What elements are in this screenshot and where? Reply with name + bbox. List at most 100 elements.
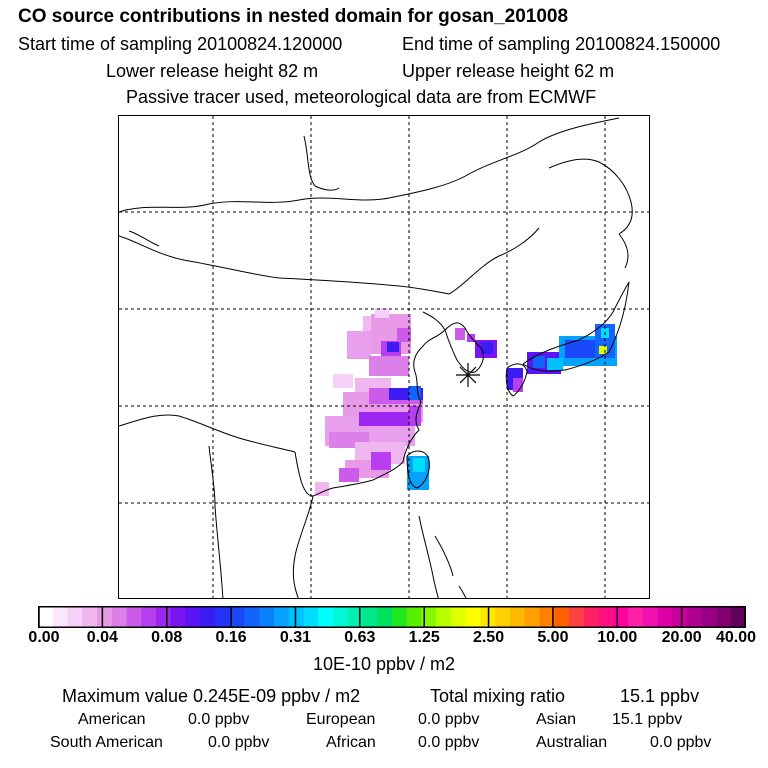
colorbar-segment: [701, 607, 717, 627]
colorbar-segment: [52, 607, 68, 627]
colorbar-segment: [687, 607, 703, 627]
colorbar-segment: [392, 607, 408, 627]
honshu-island: [522, 281, 630, 372]
manchuria-border: [448, 227, 540, 295]
region-name-european: European: [306, 711, 376, 728]
russia-border: [119, 117, 620, 213]
colorbar-segment: [716, 607, 732, 627]
colorbar-tick-label: 0.08: [151, 629, 183, 646]
heat-cell: [413, 458, 425, 472]
region-name-american: American: [78, 711, 146, 728]
heat-cell: [387, 342, 399, 352]
region-name-south-american: South American: [50, 734, 163, 751]
colorbar: [38, 606, 746, 628]
region-value-asian: 15.1 ppbv: [612, 711, 683, 728]
colorbar-segment: [657, 607, 673, 627]
heat-cell: [339, 468, 359, 482]
colorbar-segment: [97, 607, 113, 627]
baikal-lake: [303, 135, 340, 191]
colorbar-segment: [38, 607, 54, 627]
colorbar-segment: [436, 607, 452, 627]
plume-korea: [455, 328, 497, 358]
colorbar-segment: [465, 607, 481, 627]
colorbar-segment: [672, 607, 688, 627]
colorbar-segment: [67, 607, 83, 627]
colorbar-segment: [82, 607, 98, 627]
himalaya-border: [119, 414, 296, 453]
colorbar-segment: [628, 607, 644, 627]
colorbar-segment: [406, 607, 422, 627]
heat-cell: [347, 331, 371, 359]
colorbar-segment: [598, 607, 614, 627]
hokkaido-island: [618, 233, 629, 269]
colorbar-segment: [583, 607, 599, 627]
upper-release-height: Upper release height 62 m: [402, 61, 615, 81]
coastlines: [119, 117, 633, 598]
colorbar-tick-label: 20.00: [661, 629, 702, 646]
colorbar-segment: [288, 607, 304, 627]
heat-cell: [513, 378, 523, 392]
region-name-asian: Asian: [536, 711, 577, 728]
mongolia-border: [119, 235, 450, 295]
region-name-african: African: [326, 734, 376, 751]
colorbar-tick-label: 10.00: [597, 629, 638, 646]
colorbar-segment: [274, 607, 290, 627]
colorbar-segment: [141, 607, 157, 627]
heat-cell: [409, 386, 421, 400]
heat-cell: [547, 358, 563, 370]
colorbar-tick-labels: 0.00 0.04 0.08 0.16 0.31 0.63 1.25 2.50 5.00 10.0…: [0, 629, 768, 651]
colorbar-segment: [185, 607, 201, 627]
colorbar-segment: [642, 607, 658, 627]
colorbar-tick-label: 1.25: [408, 629, 440, 646]
colorbar-segment: [229, 607, 245, 627]
colorbar-segment: [554, 607, 570, 627]
map-svg: [119, 116, 649, 598]
colorbar-segment: [731, 607, 746, 627]
region-value-european: 0.0 ppbv: [418, 711, 480, 728]
colorbar-segment: [200, 607, 216, 627]
heat-cell: [375, 308, 389, 318]
heat-cell: [599, 346, 607, 354]
colorbar-segment: [495, 607, 511, 627]
colorbar-segment: [318, 607, 334, 627]
colorbar-segment: [510, 607, 526, 627]
heat-cell: [371, 452, 391, 470]
total-mixing-ratio-label: Total mixing ratio: [430, 686, 566, 706]
northwest-border: [128, 230, 160, 247]
plume-taiwan: [407, 456, 429, 490]
colorbar-segment: [126, 607, 142, 627]
colorbar-border: [38, 606, 746, 628]
colorbar-segment: [451, 607, 467, 627]
heat-cell: [409, 406, 421, 426]
region-value-australian: 0.0 ppbv: [650, 734, 712, 751]
myanmar-border: [208, 445, 224, 598]
sakhalin-island: [548, 158, 633, 235]
heat-cell: [359, 412, 409, 426]
philippines-south: [458, 585, 467, 598]
colorbar-segment: [539, 607, 555, 627]
china-coast: [312, 311, 446, 497]
heat-cell: [481, 342, 493, 354]
start-time-label: Start time of sampling 20100824.120000: [18, 34, 343, 54]
lower-release-height: Lower release height 82 m: [106, 61, 319, 81]
heat-cell: [369, 356, 409, 376]
colorbar-segment: [170, 607, 186, 627]
colorbar-tick-label: 0.16: [215, 629, 247, 646]
colorbar-segment: [524, 607, 540, 627]
total-mixing-ratio-value: 15.1 ppbv: [620, 686, 700, 706]
heat-cell: [467, 334, 475, 342]
colorbar-segment: [259, 607, 275, 627]
region-value-african: 0.0 ppbv: [418, 734, 480, 751]
philippines-coast: [418, 515, 439, 598]
map-panel: [118, 115, 650, 599]
plume-yangtze: [315, 386, 423, 496]
colorbar-segment: [303, 607, 319, 627]
heat-cell: [333, 374, 353, 388]
heat-cell: [565, 340, 595, 358]
graticule: [119, 116, 649, 598]
tracer-note: Passive tracer used, meteorological data…: [126, 87, 597, 107]
plume-north-china: [333, 308, 411, 396]
colorbar-segment: [421, 607, 437, 627]
heat-cell: [455, 328, 465, 340]
philippines-island: [434, 535, 454, 577]
